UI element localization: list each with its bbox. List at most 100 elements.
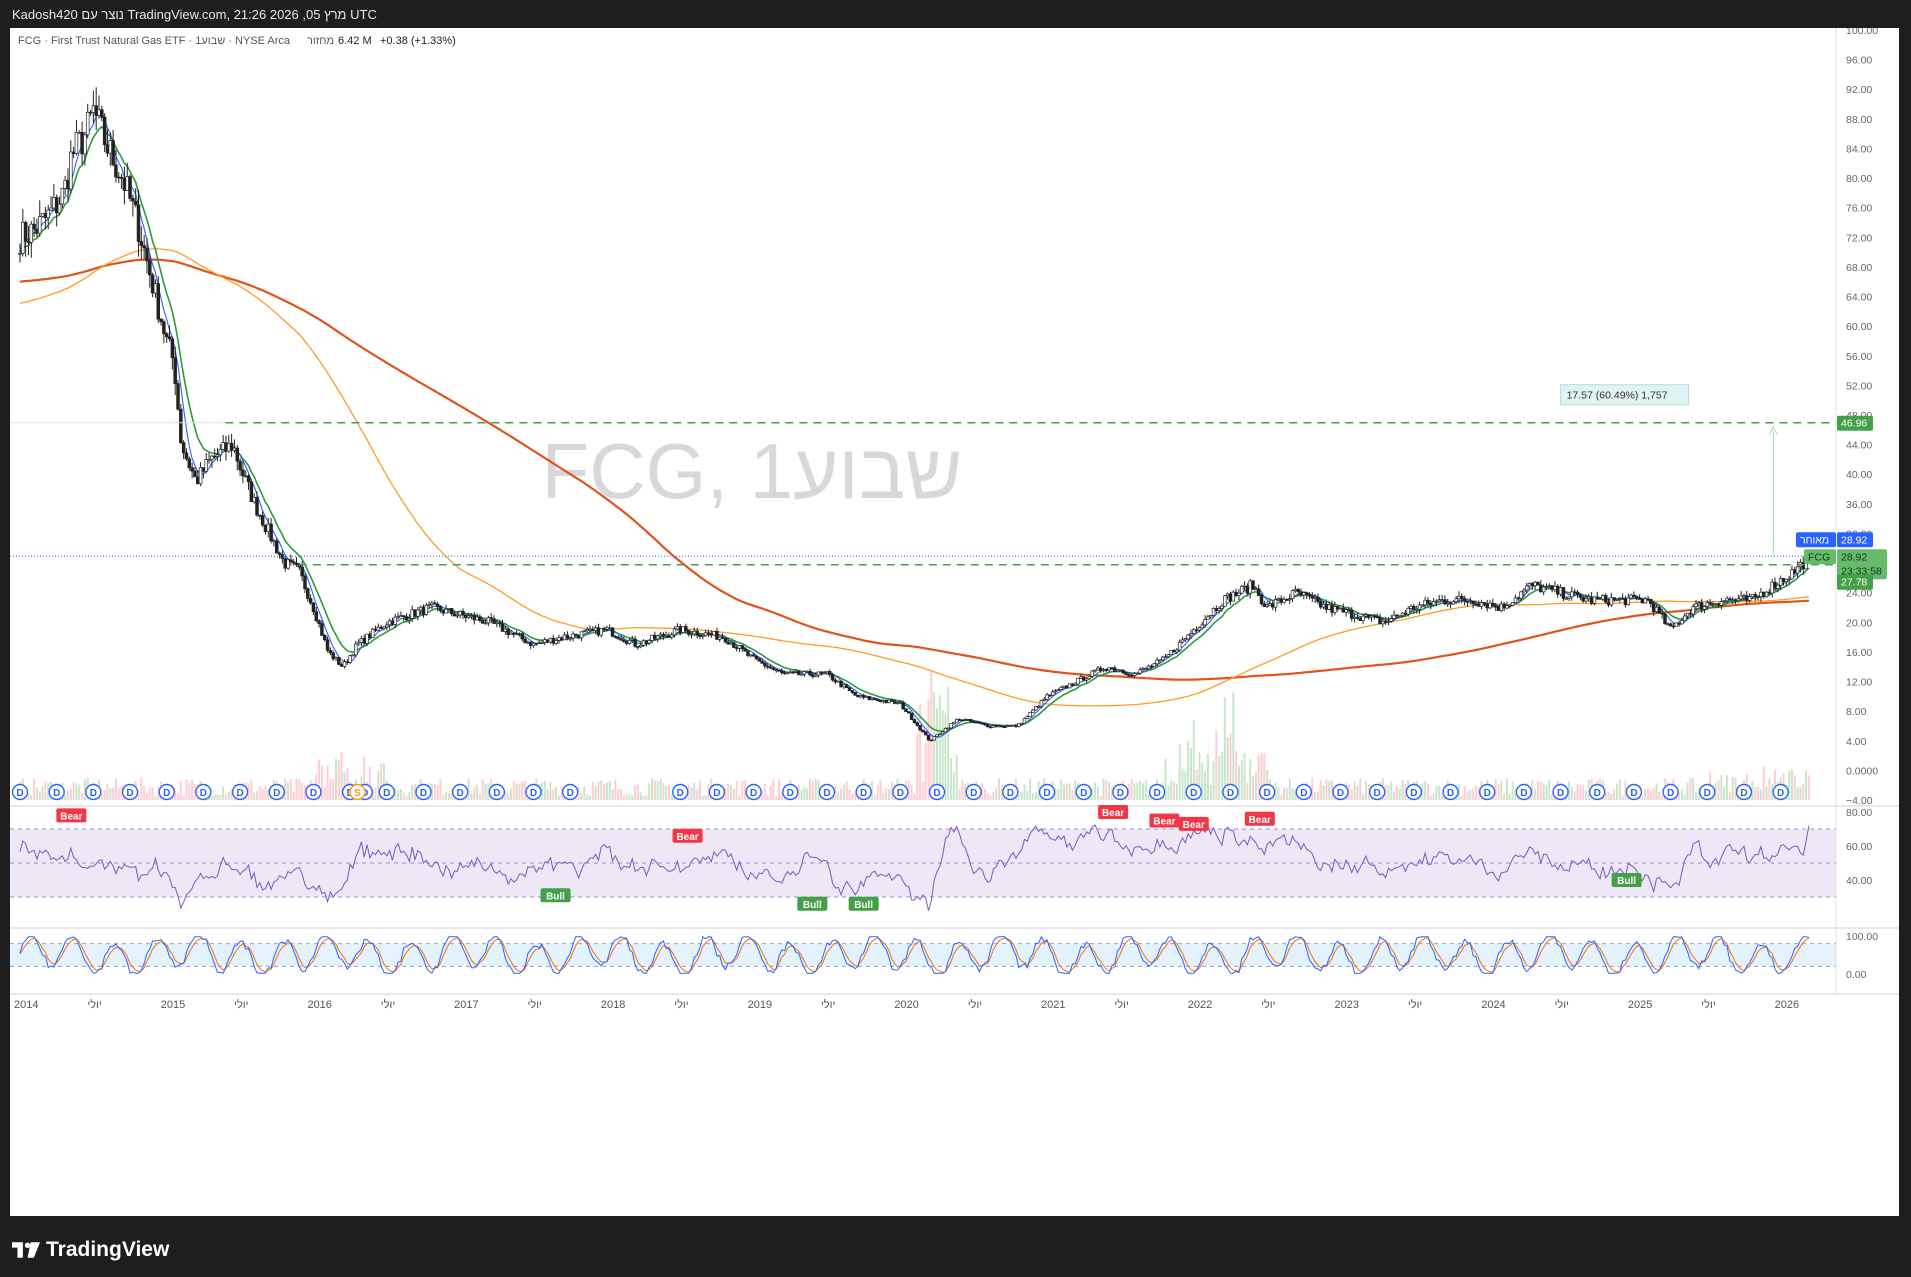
bear-signal-tag[interactable]: Bear <box>672 828 703 843</box>
bear-signal-tag[interactable]: Bear <box>1098 805 1129 819</box>
chart-frame[interactable]: FCG, 1שבוע 17.57 (60.49%) 1,757 Bear Bear… <box>10 28 1899 1216</box>
dividend-event-icon[interactable]: D <box>85 783 102 801</box>
symbol-tag[interactable]: FCG <box>1804 549 1836 565</box>
candle <box>1389 614 1394 623</box>
symbol-price-text: 28.92 <box>1841 551 1867 563</box>
time-axis-tick: יולי <box>1555 998 1569 1011</box>
dividend-event-icon[interactable]: D <box>1148 783 1166 801</box>
dividend-event-icon[interactable]: D <box>928 783 946 801</box>
dividend-event-icon[interactable]: D <box>305 783 322 801</box>
dividend-event-icon[interactable]: D <box>525 783 542 801</box>
dividend-event-icon[interactable]: D <box>1625 783 1643 801</box>
candle <box>839 680 843 688</box>
bull-signal-tag[interactable]: Bull <box>797 896 828 911</box>
dividend-event-icon[interactable]: D <box>1442 783 1459 801</box>
candle-body <box>1553 585 1557 591</box>
dividend-event-icon[interactable]: D <box>11 783 29 801</box>
resistance-level-tag[interactable]: 46.96 <box>1837 415 1873 431</box>
tradingview-logo[interactable]: TradingView <box>12 1238 169 1262</box>
dividend-event-icon[interactable]: D <box>268 783 285 801</box>
dividend-event-icon[interactable]: D <box>231 783 249 801</box>
bear-signal-tag[interactable]: Bear <box>1149 813 1180 828</box>
bull-signal-tag[interactable]: Bull <box>540 888 571 903</box>
candle <box>255 491 259 518</box>
candle-body <box>732 642 736 648</box>
dividend-event-icon[interactable]: D <box>1662 783 1679 801</box>
dividend-event-icon[interactable]: D <box>158 783 175 801</box>
dividend-letter: D <box>273 788 280 799</box>
candle <box>1609 592 1614 607</box>
candle-body <box>1488 602 1492 609</box>
dividend-event-icon[interactable]: D <box>378 783 396 801</box>
candle <box>404 613 409 621</box>
dividend-event-icon[interactable]: D <box>1002 783 1019 801</box>
last-price-tag[interactable]: 28.92 <box>1837 532 1873 548</box>
measure-box[interactable] <box>1560 384 1690 406</box>
bull-signal-tag[interactable]: Bull <box>1611 873 1642 887</box>
dividend-event-icon[interactable]: D <box>1075 783 1092 801</box>
candle-body <box>150 274 155 294</box>
bear-signal-tag[interactable]: Bear <box>1244 811 1275 826</box>
dividend-letter: D <box>383 788 390 799</box>
bear-signal-tag[interactable]: Bear <box>56 808 87 823</box>
candle-body <box>201 467 206 472</box>
dividend-event-icon[interactable]: D <box>1295 783 1313 801</box>
candle <box>1691 603 1695 618</box>
volume-bar <box>1539 781 1542 800</box>
bear-signal-tag[interactable]: Bear <box>1178 816 1209 831</box>
candle <box>1366 614 1371 620</box>
dividend-event-icon[interactable]: D <box>121 783 139 801</box>
dividend-event-icon[interactable]: D <box>1515 783 1533 801</box>
dividend-event-icon[interactable]: D <box>488 783 506 801</box>
bull-signal-tag[interactable]: Bull <box>848 896 879 911</box>
symbol-price-box[interactable] <box>1837 549 1887 580</box>
volume-bar <box>1220 751 1223 800</box>
dividend-event-icon[interactable]: D <box>415 783 432 801</box>
dividend-event-icon[interactable]: D <box>48 783 65 801</box>
candle-body <box>1110 667 1114 670</box>
dividend-event-icon[interactable]: D <box>672 783 689 801</box>
candle-body <box>904 708 908 712</box>
dividend-event-icon[interactable]: D <box>855 783 872 801</box>
dividend-event-icon[interactable]: D <box>1589 783 1606 801</box>
candle <box>641 639 646 647</box>
rsi-axis-tick: 80.00 <box>1846 807 1872 819</box>
dividend-circle <box>928 783 946 801</box>
candle-body <box>1739 595 1743 600</box>
split-event-icon[interactable]: S <box>349 783 366 801</box>
candle-body <box>162 321 166 335</box>
dividend-event-icon[interactable]: D <box>1258 783 1276 801</box>
dividend-event-icon[interactable]: D <box>745 783 762 801</box>
dividend-event-icon[interactable]: D <box>1185 783 1202 801</box>
volume-bar <box>848 789 851 800</box>
dividend-event-icon[interactable]: D <box>1552 783 1569 801</box>
dividend-event-icon[interactable]: D <box>451 783 469 801</box>
candle-body <box>294 562 299 566</box>
volume-bar <box>264 785 267 800</box>
dividend-event-icon[interactable]: D <box>1038 783 1056 801</box>
dividend-event-icon[interactable]: D <box>1222 783 1239 801</box>
dividend-event-icon[interactable]: D <box>1332 783 1349 801</box>
dividend-event-icon[interactable]: D <box>965 783 982 801</box>
candle-body <box>1476 604 1481 607</box>
dividend-event-icon[interactable]: D <box>892 783 909 801</box>
dividend-event-icon[interactable]: D <box>195 783 212 801</box>
volume-bar <box>1395 785 1398 800</box>
dividend-event-icon[interactable]: D <box>1479 783 1496 801</box>
dividend-event-icon[interactable]: D <box>1405 783 1423 801</box>
dividend-event-icon[interactable]: D <box>562 783 579 801</box>
dividend-event-icon[interactable]: D <box>1772 783 1789 801</box>
dividend-event-icon[interactable]: D <box>1735 783 1753 801</box>
dividend-event-icon[interactable]: D <box>782 783 799 801</box>
last-label-tag[interactable]: מאוחר <box>1796 532 1836 548</box>
dividend-event-icon[interactable]: D <box>1112 783 1129 801</box>
candle-body <box>1747 596 1752 601</box>
dividend-event-icon[interactable]: D <box>1368 783 1386 801</box>
support-level-tag[interactable]: 27.78 <box>1837 574 1873 590</box>
dividend-event-icon[interactable]: D <box>708 783 726 801</box>
chart-canvas[interactable]: FCG, 1שבוע 17.57 (60.49%) 1,757 BearBear… <box>10 28 1899 1216</box>
dividend-event-icon[interactable]: D <box>818 783 836 801</box>
dividend-event-icon[interactable]: D <box>1699 783 1716 801</box>
candle-body <box>1460 595 1464 599</box>
candle-body <box>1584 598 1588 602</box>
